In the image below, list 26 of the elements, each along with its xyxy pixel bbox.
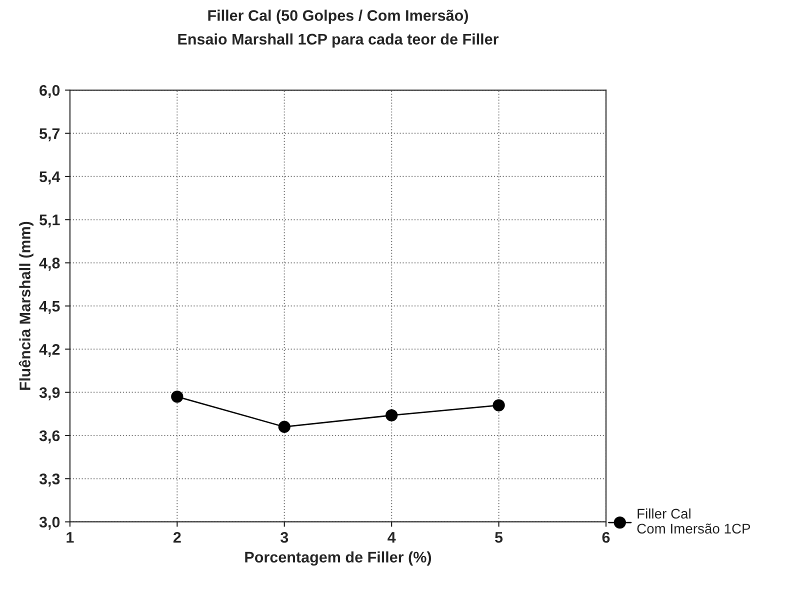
chart-subtitle: Ensaio Marshall 1CP para cada teor de Filler — [178, 33, 499, 48]
point — [386, 409, 398, 422]
point — [278, 420, 290, 433]
y-tick-label: 3,3 — [39, 474, 60, 487]
y-tick-label: 4,2 — [39, 344, 60, 358]
y-tick-label: 4,8 — [39, 258, 60, 271]
y-tick-label: 5,7 — [39, 128, 60, 142]
y-tick-label: 5,4 — [39, 172, 60, 184]
x-tick-label: 2 — [173, 532, 181, 543]
point — [171, 390, 184, 403]
legend-label: Filler Cal Com Imersão 1CP — [637, 508, 750, 534]
y-tick-label: 3,6 — [39, 430, 60, 444]
x-tick-label: 3 — [280, 532, 288, 543]
x-tick-label: 4 — [388, 532, 396, 543]
chart-title: Filler Cal (50 Golpes / Com Imersão) — [208, 10, 468, 24]
x-tick-label: 1 — [66, 532, 74, 543]
point — [492, 399, 505, 412]
x-tick-label: 6 — [602, 532, 610, 543]
y-tick-label: 6,0 — [40, 85, 60, 98]
x-axis-title: Porcentagem de Filler (%) — [245, 551, 432, 566]
y-tick-label: 4,5 — [39, 301, 60, 314]
y-tick-label: 3,0 — [39, 516, 60, 530]
y-tick-label: 5,1 — [39, 214, 60, 228]
y-axis-title: Fluência Marshall (mm) — [18, 222, 34, 390]
x-tick-label: 5 — [495, 532, 503, 543]
y-tick-label: 3,9 — [39, 387, 60, 400]
